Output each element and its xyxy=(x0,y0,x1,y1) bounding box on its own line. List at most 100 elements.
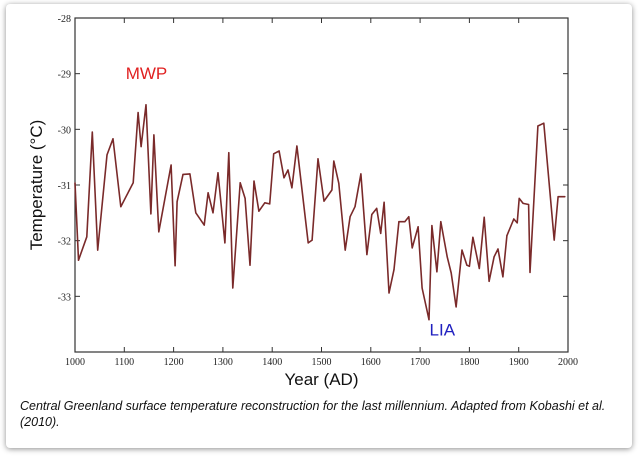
y-tick-label: -31 xyxy=(58,181,71,192)
data-point xyxy=(488,280,490,282)
data-point xyxy=(466,264,468,266)
figure-frame xyxy=(6,4,632,448)
data-point xyxy=(478,267,480,270)
data-point xyxy=(331,189,333,191)
x-tick-label: 1600 xyxy=(361,357,381,368)
annotation-lia: LIA xyxy=(430,320,456,339)
temperature-line xyxy=(74,104,565,321)
data-point xyxy=(174,265,176,267)
data-point xyxy=(278,150,280,152)
data-point xyxy=(317,158,319,160)
y-tick-label: -32 xyxy=(58,237,71,248)
x-tick-label: 1300 xyxy=(213,357,233,368)
data-point xyxy=(182,173,184,176)
data-point xyxy=(97,249,99,251)
y-tick-label: -28 xyxy=(58,14,71,25)
data-point xyxy=(153,134,155,136)
data-point xyxy=(564,196,566,198)
data-point xyxy=(77,259,80,261)
data-point xyxy=(436,271,438,273)
data-point xyxy=(360,173,362,175)
data-point xyxy=(388,292,390,294)
data-point xyxy=(537,125,539,127)
data-point xyxy=(228,152,230,154)
data-point xyxy=(74,182,76,184)
data-point xyxy=(232,287,234,289)
data-point xyxy=(553,239,555,241)
data-point xyxy=(349,216,351,218)
data-point xyxy=(446,256,448,258)
data-point xyxy=(518,197,520,199)
data-point xyxy=(145,104,147,106)
data-point xyxy=(273,153,275,155)
data-point xyxy=(264,202,266,204)
data-point xyxy=(249,264,251,266)
data-point xyxy=(431,225,433,227)
data-point xyxy=(371,213,373,216)
data-point xyxy=(269,203,271,205)
data-point xyxy=(195,212,197,214)
data-point xyxy=(258,210,260,212)
data-point xyxy=(253,180,255,182)
data-point xyxy=(224,242,226,244)
y-axis-label: Temperature (°C) xyxy=(27,120,46,251)
data-point xyxy=(417,226,419,228)
x-tick-label: 1200 xyxy=(164,357,184,368)
data-point xyxy=(86,236,88,238)
data-point xyxy=(150,213,152,215)
data-point xyxy=(404,221,406,223)
x-tick-label: 1900 xyxy=(509,357,529,368)
data-point xyxy=(393,269,395,271)
data-point xyxy=(483,216,485,218)
annotation-mwp: MWP xyxy=(126,64,168,83)
data-point xyxy=(527,203,530,206)
x-tick-label: 1000 xyxy=(65,357,85,368)
data-point xyxy=(170,164,172,166)
data-point xyxy=(344,249,346,251)
data-point xyxy=(506,235,508,237)
x-axis-label: Year (AD) xyxy=(284,370,358,389)
data-point xyxy=(468,265,470,267)
data-point xyxy=(493,256,495,258)
data-point xyxy=(440,221,442,223)
data-point xyxy=(557,196,559,198)
data-point xyxy=(158,231,160,233)
data-point xyxy=(239,182,241,184)
data-point xyxy=(450,272,452,274)
data-point xyxy=(176,201,178,203)
data-point xyxy=(421,287,423,289)
figure-caption: Central Greenland surface temperature re… xyxy=(20,399,606,429)
data-point xyxy=(296,145,298,147)
y-tick-label: -30 xyxy=(58,125,71,136)
data-point xyxy=(502,276,504,278)
data-point xyxy=(140,145,142,148)
data-point xyxy=(132,182,134,184)
data-point xyxy=(472,236,474,238)
x-tick-label: 1100 xyxy=(114,357,134,368)
x-tick-label: 1500 xyxy=(312,357,332,368)
data-point xyxy=(307,242,309,244)
data-point xyxy=(516,222,518,224)
data-point xyxy=(207,192,209,194)
data-point xyxy=(543,122,545,124)
data-point xyxy=(513,218,515,220)
data-point xyxy=(120,206,122,208)
data-point xyxy=(529,271,531,273)
data-point xyxy=(189,173,191,175)
data-point xyxy=(354,206,356,208)
data-point xyxy=(428,319,430,321)
data-point xyxy=(398,221,400,223)
x-tick-label: 1700 xyxy=(410,357,430,368)
data-point xyxy=(497,248,499,250)
data-point xyxy=(291,187,293,189)
data-point xyxy=(217,172,219,174)
x-tick-label: 1800 xyxy=(459,357,479,368)
data-point xyxy=(380,232,382,235)
data-point xyxy=(212,212,214,214)
data-point xyxy=(244,197,246,199)
data-point xyxy=(112,138,114,140)
y-tick-label: -33 xyxy=(58,292,71,303)
data-point xyxy=(203,224,205,226)
data-point xyxy=(106,154,108,156)
